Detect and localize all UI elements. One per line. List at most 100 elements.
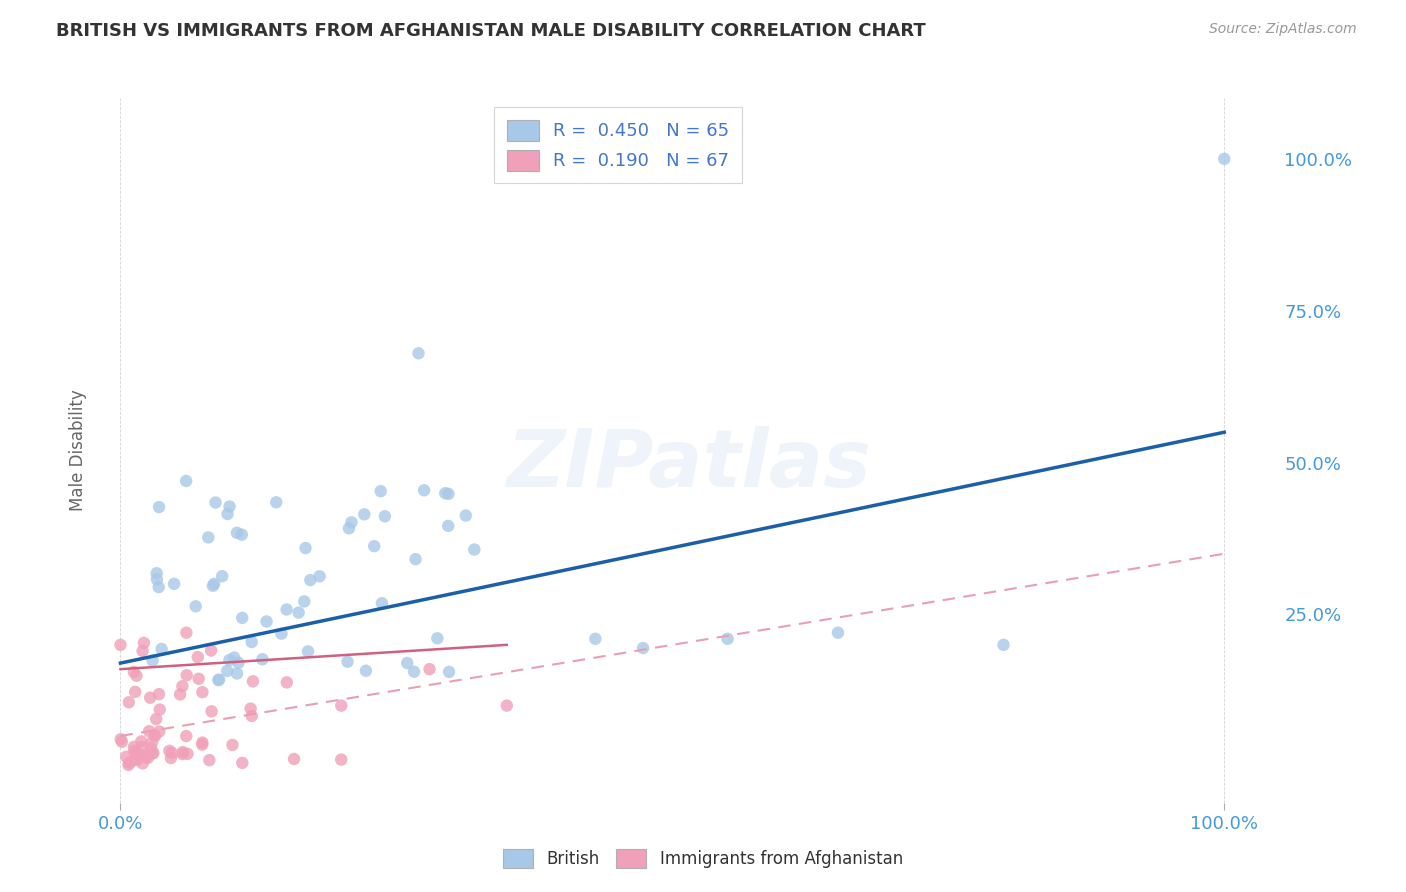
Point <box>191 735 214 749</box>
Point <box>118 756 141 770</box>
Point <box>208 673 231 687</box>
Point <box>143 729 166 743</box>
Point <box>120 755 142 769</box>
Point <box>131 644 153 658</box>
Point <box>187 672 209 686</box>
Point <box>125 752 148 766</box>
Point <box>363 539 385 553</box>
Point <box>172 745 194 759</box>
Point <box>827 625 849 640</box>
Point <box>396 656 419 670</box>
Point <box>276 675 298 690</box>
Point <box>337 521 360 535</box>
Point <box>226 666 249 681</box>
Legend: British, Immigrants from Afghanistan: British, Immigrants from Afghanistan <box>496 842 910 875</box>
Point <box>231 527 253 541</box>
Point <box>240 709 263 723</box>
Point <box>111 735 134 749</box>
Point <box>292 594 315 608</box>
Point <box>125 752 148 766</box>
Point <box>276 602 298 616</box>
Point <box>117 758 139 772</box>
Point <box>176 747 198 761</box>
Point <box>217 507 239 521</box>
Point <box>200 643 222 657</box>
Point <box>163 577 186 591</box>
Point <box>187 650 209 665</box>
Point <box>135 750 157 764</box>
Point <box>191 738 214 752</box>
Point <box>141 747 163 761</box>
Point <box>157 744 180 758</box>
Point <box>141 735 163 749</box>
Point <box>204 495 226 509</box>
Text: ZIPatlas: ZIPatlas <box>506 425 872 504</box>
Point <box>176 668 198 682</box>
Point <box>122 744 145 758</box>
Point <box>495 698 517 713</box>
Point <box>354 664 377 678</box>
Point <box>122 665 145 679</box>
Point <box>218 500 240 514</box>
Point <box>136 751 159 765</box>
Point <box>404 665 426 679</box>
Point <box>201 579 224 593</box>
Point <box>149 702 172 716</box>
Point <box>176 625 198 640</box>
Point <box>228 656 250 670</box>
Point <box>371 596 394 610</box>
Point <box>408 346 430 360</box>
Point <box>299 573 322 587</box>
Point <box>122 739 145 754</box>
Text: Source: ZipAtlas.com: Source: ZipAtlas.com <box>1209 22 1357 37</box>
Point <box>118 695 141 709</box>
Point <box>256 615 278 629</box>
Point <box>336 655 359 669</box>
Point <box>583 632 606 646</box>
Point <box>202 577 225 591</box>
Point <box>160 751 183 765</box>
Point <box>1213 152 1236 166</box>
Point <box>308 569 330 583</box>
Point <box>287 606 309 620</box>
Point <box>132 756 155 771</box>
Point <box>142 746 165 760</box>
Point <box>283 752 305 766</box>
Point <box>174 474 197 488</box>
Point <box>160 746 183 760</box>
Point <box>172 747 194 761</box>
Point <box>231 611 253 625</box>
Text: BRITISH VS IMMIGRANTS FROM AFGHANISTAN MALE DISABILITY CORRELATION CHART: BRITISH VS IMMIGRANTS FROM AFGHANISTAN M… <box>56 22 927 40</box>
Point <box>405 552 427 566</box>
Point <box>419 662 441 676</box>
Point <box>132 636 155 650</box>
Point <box>340 516 363 530</box>
Point <box>169 687 191 701</box>
Point <box>297 644 319 658</box>
Point <box>353 508 375 522</box>
Point <box>211 569 233 583</box>
Legend: R =  0.450   N = 65, R =  0.190   N = 67: R = 0.450 N = 65, R = 0.190 N = 67 <box>494 107 742 183</box>
Point <box>139 690 162 705</box>
Point <box>374 509 396 524</box>
Point <box>993 638 1015 652</box>
Point <box>221 738 243 752</box>
Point <box>264 495 287 509</box>
Point <box>224 650 246 665</box>
Point <box>217 664 239 678</box>
Point <box>148 687 170 701</box>
Point <box>226 525 249 540</box>
Point <box>198 753 221 767</box>
Point <box>148 500 170 514</box>
Point <box>139 741 162 756</box>
Point <box>148 724 170 739</box>
Point <box>172 679 194 693</box>
Point <box>143 728 166 742</box>
Point <box>125 753 148 767</box>
Y-axis label: Male Disability: Male Disability <box>69 390 87 511</box>
Point <box>426 632 449 646</box>
Point <box>115 749 138 764</box>
Point <box>184 599 207 614</box>
Point <box>125 746 148 760</box>
Point <box>294 541 316 555</box>
